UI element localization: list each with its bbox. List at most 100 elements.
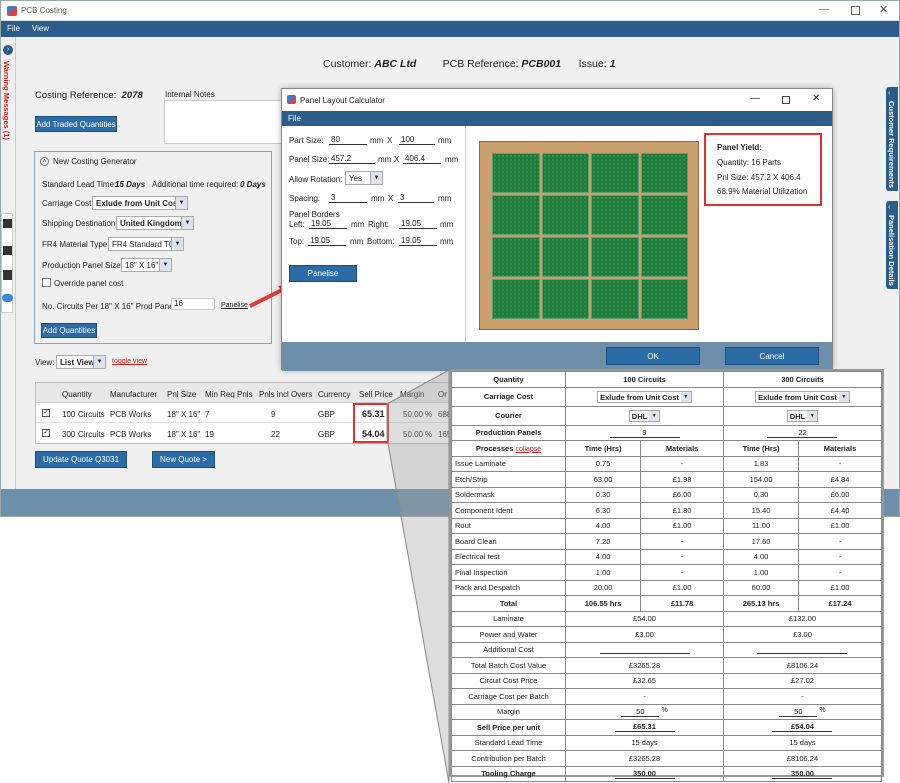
- prod-panels-value[interactable]: 9: [609, 428, 680, 438]
- tab-panelisation-details[interactable]: ‹ Panelisation Details: [886, 201, 898, 289]
- row-min: 7: [205, 410, 210, 419]
- collapse-icon[interactable]: ˄: [40, 157, 49, 166]
- add-traded-quantities-button[interactable]: Add Traded Quantities: [35, 116, 117, 132]
- circuits-input[interactable]: 16: [171, 298, 215, 310]
- update-quote-button[interactable]: Update Quote Q3031: [35, 451, 127, 468]
- fr4-select[interactable]: FR4 Standard TG ▼: [108, 237, 184, 251]
- close-icon[interactable]: ✕: [879, 4, 889, 16]
- row-margin: 50.00: [403, 430, 423, 439]
- table-row[interactable]: ✓ 300 Circuits PCB Works 18" X 16" 19 22…: [36, 424, 454, 443]
- add-quantities-button[interactable]: Add Quantities: [41, 323, 97, 338]
- print-icon[interactable]: [3, 246, 12, 255]
- fr4-label: FR4 Material Type:: [42, 240, 110, 249]
- cancel-button[interactable]: Cancel: [725, 347, 819, 365]
- new-quote-button[interactable]: New Quote >: [152, 451, 215, 468]
- border-right-input[interactable]: 19.05: [399, 219, 437, 229]
- menu-view[interactable]: View: [31, 24, 50, 33]
- rotation-select[interactable]: Yes ▼: [345, 171, 383, 185]
- summary-label: Contribution per Batch: [450, 750, 567, 767]
- summary-value: £32.65: [565, 672, 724, 689]
- carriage-select[interactable]: Exlude from Unit Cost ▼: [92, 196, 188, 210]
- border-top-input[interactable]: 19.05: [308, 236, 346, 246]
- warning-messages[interactable]: Warning Messages (1): [2, 61, 11, 140]
- tab-label: Customer Requirements: [887, 101, 896, 189]
- internal-notes-input[interactable]: [164, 100, 289, 144]
- collapse-link[interactable]: collapse: [515, 445, 542, 453]
- carriage-cell: Exlude from Unit Cost ▼: [565, 386, 724, 407]
- panelise-link[interactable]: Panelise: [221, 302, 248, 309]
- part-width-input[interactable]: 80: [329, 135, 367, 145]
- maximize-icon[interactable]: [851, 6, 860, 15]
- document-icon[interactable]: [3, 270, 12, 280]
- table-row[interactable]: ✓ 100 Circuits PCB Works 18" X 16" 7 9 G…: [36, 404, 454, 423]
- ok-button[interactable]: OK: [606, 347, 700, 365]
- mm-label: mm: [370, 136, 384, 145]
- additional-cost-input[interactable]: [599, 644, 690, 654]
- summary-label: Carriage Cost per Batch: [450, 688, 567, 705]
- border-left-input[interactable]: 19.05: [309, 219, 347, 229]
- borders-label: Panel Borders: [289, 210, 340, 219]
- row-sell-price: 65.31: [362, 409, 385, 419]
- table-row: Additional Cost: [450, 641, 883, 658]
- courier-select[interactable]: DHL ▼: [628, 409, 661, 422]
- panel-width-input[interactable]: 457.2: [329, 154, 375, 164]
- chat-icon[interactable]: [2, 294, 13, 302]
- lead-time-label: Standard Lead Time:: [42, 180, 117, 189]
- table-row: Courier DHL ▼ DHL ▼: [450, 405, 883, 426]
- margin-input[interactable]: 50: [779, 707, 818, 717]
- panel-height-input[interactable]: 406.4: [403, 154, 441, 164]
- process-materials-100: -: [640, 564, 724, 581]
- part-height-input[interactable]: 100: [399, 135, 435, 145]
- row-checkbox[interactable]: ✓: [42, 429, 50, 437]
- minimize-icon[interactable]: —: [819, 4, 829, 15]
- summary-value: [722, 641, 883, 658]
- summary-label: Standard Lead Time: [450, 734, 567, 751]
- border-bottom-input[interactable]: 19.05: [399, 236, 437, 246]
- shipping-select[interactable]: United Kingdom ▼: [116, 216, 194, 230]
- view-select[interactable]: List View ▼: [56, 355, 106, 369]
- process-name: Final Inspection: [450, 564, 567, 581]
- save-icon[interactable]: [3, 219, 12, 228]
- maximize-icon[interactable]: [782, 96, 790, 104]
- summary-label: Laminate: [450, 610, 567, 627]
- carriage-select[interactable]: Exlude from Unit Cost ▼: [597, 390, 692, 403]
- mm-label: mm: [438, 194, 452, 203]
- process-name: Pack and Despatch: [450, 579, 567, 596]
- table-row: Carriage Cost Exlude from Unit Cost ▼ Exl…: [450, 386, 883, 407]
- dialog-menu-file[interactable]: File: [288, 114, 301, 123]
- total-materials-300: £17.24: [798, 595, 882, 612]
- spacing-y-input[interactable]: 3: [398, 193, 434, 203]
- process-time-100: 0.75: [565, 455, 642, 472]
- margin-input[interactable]: 50: [621, 707, 660, 717]
- summary-value: £132.00: [722, 610, 883, 627]
- chevron-down-icon: ▼: [175, 197, 187, 209]
- processes-label: Processes: [475, 443, 514, 453]
- tab-customer-requirements[interactable]: ‹ Customer Requirements: [886, 87, 898, 191]
- courier-select[interactable]: DHL ▼: [786, 409, 819, 422]
- panel-size-select[interactable]: 18" X 16" ▼: [121, 258, 172, 272]
- processes-header: Processes collapse: [450, 440, 567, 457]
- menu-file[interactable]: File: [7, 24, 20, 33]
- pcb-part: [591, 237, 639, 277]
- table-row: Etch/Strip 63.00 £1.98 154.00 £4.84: [450, 471, 882, 488]
- minimize-icon[interactable]: —: [750, 93, 760, 104]
- process-time-300: 11.00: [722, 517, 800, 534]
- row-checkbox[interactable]: ✓: [42, 409, 50, 417]
- table-row: Production Panels 9 22: [450, 424, 883, 441]
- chevron-down-icon: ▼: [649, 410, 660, 421]
- chevron-down-icon: ▼: [838, 391, 849, 402]
- panelise-button[interactable]: Panelise: [289, 265, 357, 282]
- total-time-100: 106.55 hrs: [565, 595, 642, 612]
- override-checkbox[interactable]: [42, 278, 51, 287]
- process-materials-300: -: [798, 533, 882, 550]
- toggle-view-link[interactable]: toggle view: [112, 358, 148, 365]
- spacing-x-input[interactable]: 3: [329, 193, 367, 203]
- prod-panels-value[interactable]: 22: [767, 428, 838, 438]
- table-row: Standard Lead Time 15 days 15 days: [450, 734, 883, 751]
- expand-icon[interactable]: ›: [3, 45, 13, 55]
- menu-bar: File View: [1, 21, 899, 37]
- close-icon[interactable]: ✕: [812, 93, 821, 104]
- carriage-select[interactable]: Exlude from Unit Cost ▼: [755, 390, 850, 403]
- additional-cost-input[interactable]: [757, 644, 848, 654]
- process-time-100: 4.00: [565, 517, 642, 534]
